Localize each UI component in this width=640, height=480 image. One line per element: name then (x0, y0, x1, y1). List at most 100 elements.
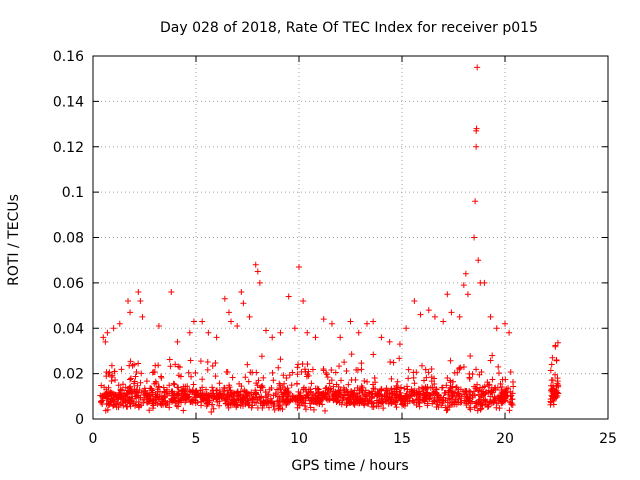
data-point (467, 406, 474, 413)
data-point (238, 383, 245, 390)
data-point (318, 391, 325, 398)
data-point (103, 369, 110, 376)
data-point (250, 395, 257, 402)
data-point (193, 387, 200, 394)
data-point (481, 279, 488, 286)
data-point (253, 399, 260, 406)
data-point (388, 375, 395, 382)
data-point (469, 371, 476, 378)
data-point (135, 389, 142, 396)
data-point (127, 358, 134, 365)
data-point (98, 398, 105, 405)
data-point (443, 407, 450, 414)
data-point (390, 398, 397, 405)
data-point (325, 390, 332, 397)
data-point (365, 397, 372, 404)
data-point (443, 382, 450, 389)
data-point (554, 380, 561, 387)
data-point (363, 320, 370, 327)
data-point (161, 388, 168, 395)
data-point (419, 362, 426, 369)
data-point (296, 395, 303, 402)
data-point (322, 407, 328, 414)
data-point (115, 404, 122, 411)
data-point (174, 384, 181, 391)
data-point (240, 395, 247, 402)
data-point (139, 313, 146, 320)
data-point (485, 403, 492, 410)
data-point (253, 391, 260, 398)
data-point (112, 377, 119, 384)
data-point (328, 320, 335, 327)
data-point (405, 375, 412, 382)
data-point (295, 388, 302, 395)
data-point (323, 369, 330, 376)
data-point (172, 361, 179, 368)
data-point (384, 389, 391, 396)
data-point (150, 405, 157, 412)
data-point (118, 392, 125, 399)
data-point (448, 388, 455, 395)
data-point (445, 395, 452, 402)
data-point (489, 352, 496, 359)
data-point (183, 394, 190, 401)
data-point (158, 392, 165, 399)
data-point (484, 379, 491, 386)
data-point (467, 352, 474, 359)
data-point (507, 398, 514, 405)
data-point (302, 386, 309, 393)
data-point (185, 369, 192, 376)
data-point (481, 391, 488, 398)
data-point (359, 396, 366, 403)
data-point (271, 406, 278, 413)
data-point (411, 399, 418, 406)
data-point (405, 366, 412, 373)
data-point (361, 391, 368, 398)
data-point (340, 387, 347, 394)
data-point (448, 392, 455, 399)
data-point (173, 402, 180, 409)
data-point (447, 357, 454, 364)
data-points (97, 64, 562, 415)
data-point (198, 402, 205, 409)
data-point (224, 391, 231, 398)
data-point (455, 399, 462, 406)
data-point (484, 403, 491, 410)
data-point (246, 313, 253, 320)
data-point (387, 358, 394, 365)
data-point (379, 399, 386, 406)
data-point (440, 318, 447, 325)
data-point (547, 367, 554, 374)
data-point (438, 384, 445, 391)
data-point (228, 318, 235, 325)
data-point (447, 396, 454, 403)
data-point (176, 364, 183, 371)
data-point (227, 399, 234, 406)
data-point (309, 366, 316, 373)
data-point (547, 398, 554, 405)
data-point (148, 391, 155, 398)
data-point (306, 400, 313, 407)
data-point (213, 334, 220, 341)
data-point (252, 261, 259, 268)
data-point (368, 388, 375, 395)
data-point (455, 396, 462, 403)
data-point (212, 373, 219, 380)
x-tick-label: 5 (192, 431, 201, 447)
data-point (383, 390, 390, 397)
data-point (478, 394, 485, 401)
data-point (296, 402, 303, 409)
data-point (168, 288, 175, 295)
data-point (110, 402, 117, 409)
data-point (396, 355, 403, 362)
data-point (398, 385, 405, 392)
data-point (476, 371, 483, 378)
data-point (202, 397, 209, 404)
data-point (448, 309, 455, 316)
data-point (408, 392, 415, 399)
data-point (128, 375, 135, 382)
data-point (300, 298, 307, 305)
data-point (348, 376, 355, 383)
y-tick-label: 0.08 (53, 231, 84, 247)
data-point (499, 399, 506, 406)
